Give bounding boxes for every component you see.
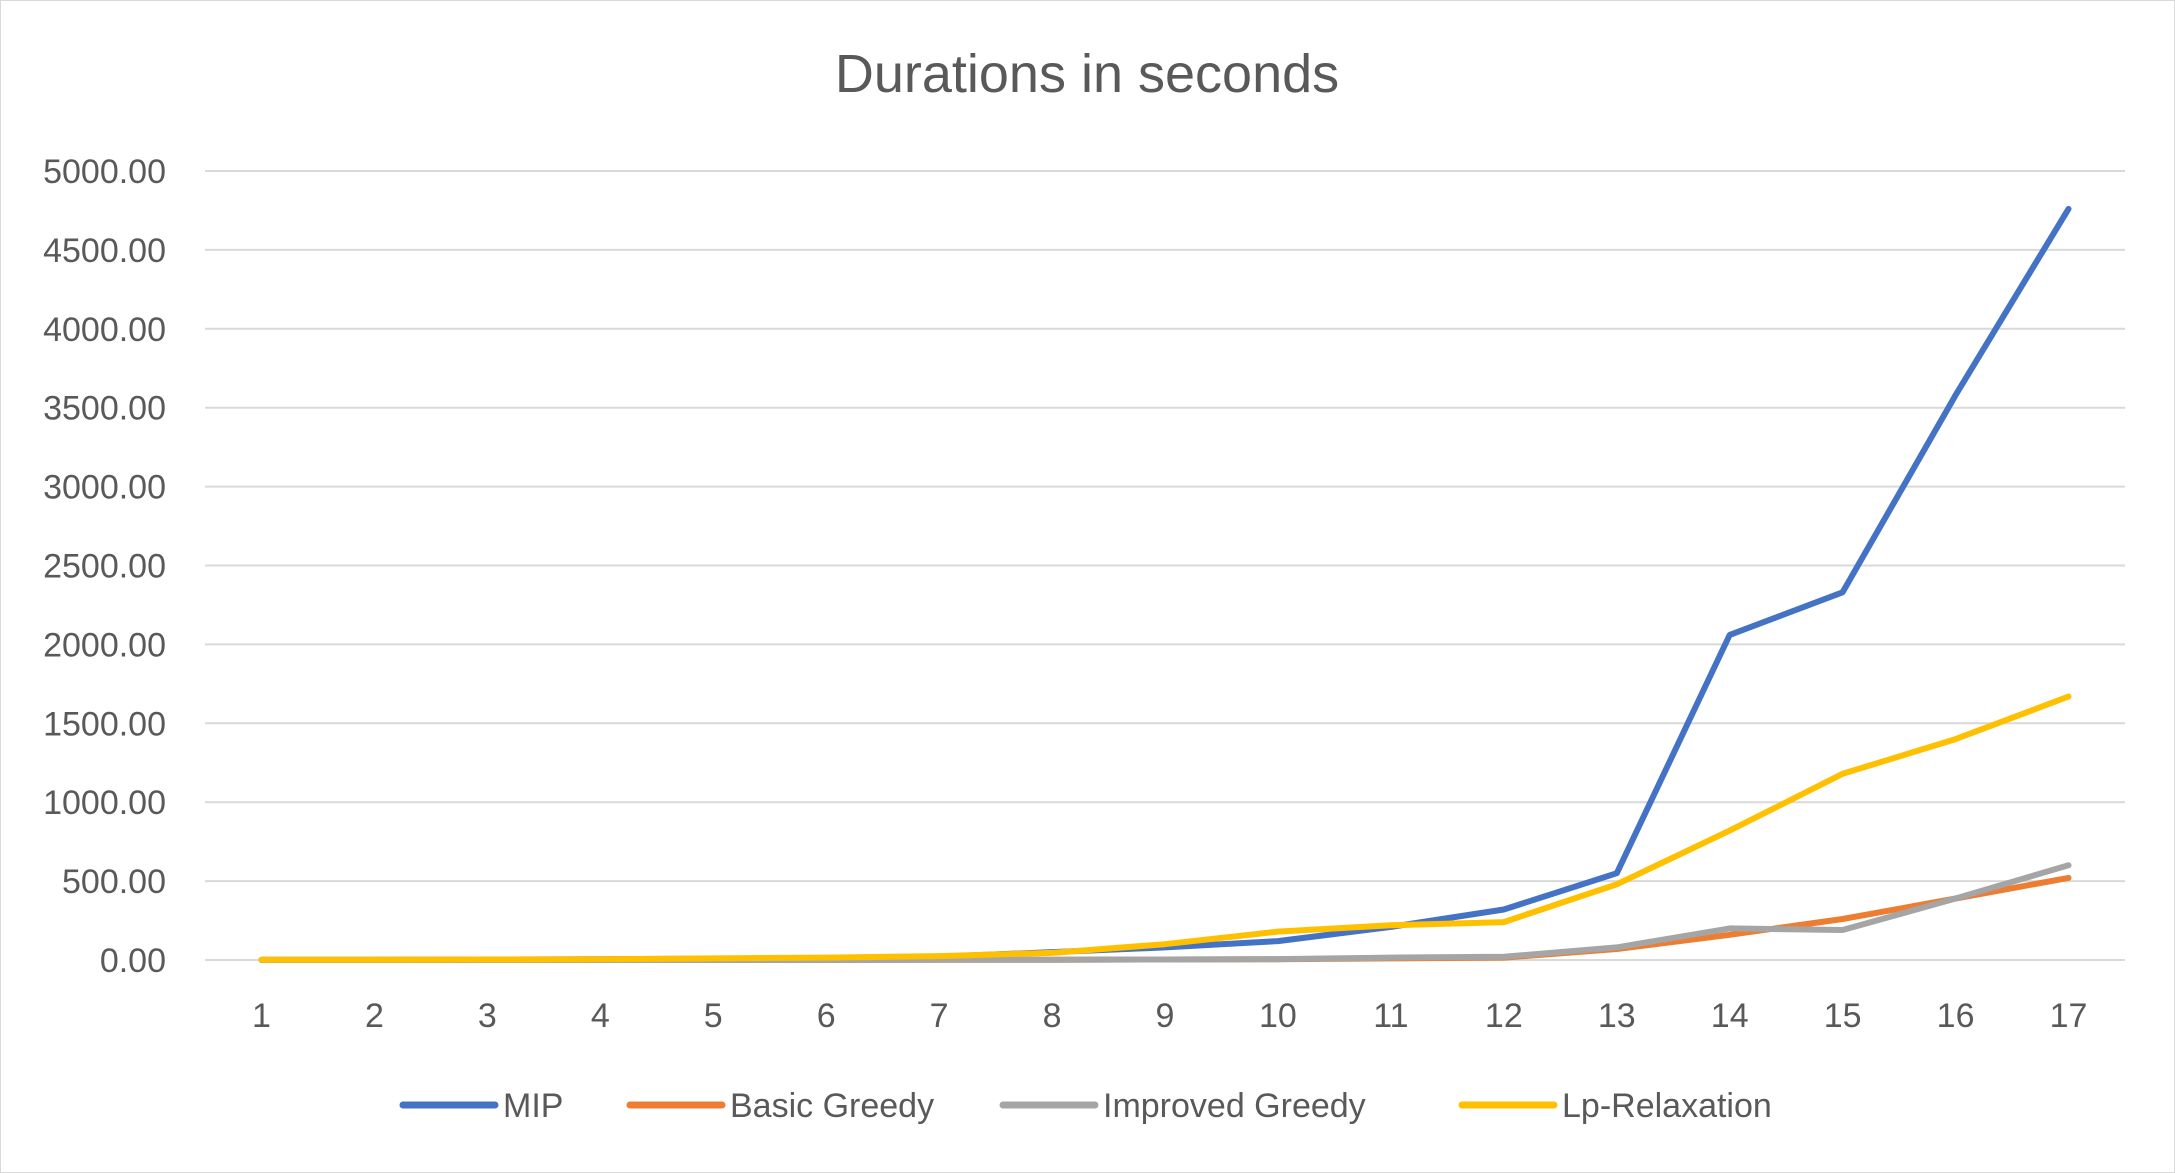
x-tick-label: 7	[930, 997, 949, 1035]
y-tick-label: 2500.00	[43, 548, 166, 586]
x-tick-label: 5	[704, 997, 723, 1035]
x-tick-label: 16	[1937, 997, 1975, 1035]
legend-label: Improved Greedy	[1103, 1087, 1366, 1125]
x-tick-label: 6	[817, 997, 836, 1035]
x-tick-label: 15	[1824, 997, 1862, 1035]
y-tick-label: 500.00	[62, 863, 166, 901]
x-tick-label: 12	[1485, 997, 1523, 1035]
legend-label: Lp-Relaxation	[1562, 1087, 1772, 1125]
y-tick-label: 3500.00	[43, 390, 166, 428]
x-tick-label: 17	[2050, 997, 2088, 1035]
legend-item: Lp-Relaxation	[1458, 1087, 1772, 1125]
y-tick-label: 1500.00	[43, 705, 166, 743]
y-tick-label: 4500.00	[43, 232, 166, 270]
x-tick-label: 3	[478, 997, 497, 1035]
legend-item: Improved Greedy	[999, 1087, 1366, 1125]
x-tick-label: 10	[1259, 997, 1297, 1035]
legend: MIP Basic Greedy Improved Greedy Lp-Relaxat…	[399, 1087, 1772, 1125]
x-tick-label: 13	[1598, 997, 1636, 1035]
x-tick-label: 9	[1156, 997, 1175, 1035]
x-axis-ticks: 1 2 3 4 5 6 7 8 9 10 11 12 13 14 15 16 17	[252, 997, 2087, 1035]
y-tick-label: 1000.00	[43, 784, 166, 822]
legend-label: MIP	[503, 1087, 563, 1125]
y-tick-label: 0.00	[100, 942, 166, 980]
chart-title: Durations in seconds	[835, 44, 1339, 104]
legend-label: Basic Greedy	[730, 1087, 934, 1125]
legend-item: Basic Greedy	[626, 1087, 934, 1125]
x-tick-label: 14	[1711, 997, 1749, 1035]
x-tick-label: 2	[365, 997, 384, 1035]
y-tick-label: 4000.00	[43, 311, 166, 349]
legend-item: MIP	[399, 1087, 563, 1125]
gridlines	[205, 170, 2125, 961]
y-tick-label: 5000.00	[43, 153, 166, 191]
series-line-mip	[258, 205, 2072, 963]
x-tick-label: 4	[591, 997, 610, 1035]
y-tick-label: 3000.00	[43, 469, 166, 507]
series-line-lp-relaxation	[258, 693, 2072, 963]
series-lines	[258, 205, 2072, 963]
y-axis-ticks: 0.00 500.00 1000.00 1500.00 2000.00 2500.00 30…	[43, 153, 166, 980]
x-tick-label: 8	[1043, 997, 1062, 1035]
x-tick-label: 1	[252, 997, 271, 1035]
y-tick-label: 2000.00	[43, 626, 166, 664]
x-tick-label: 11	[1373, 997, 1408, 1035]
